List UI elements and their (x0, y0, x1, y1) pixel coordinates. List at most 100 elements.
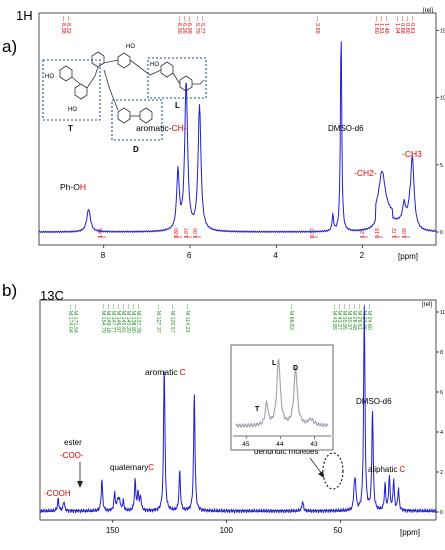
panel-b-letter: b) (2, 281, 17, 300)
aromatic-c-label: aromatic C (145, 367, 186, 377)
structure-label-t: T (68, 124, 73, 133)
inset-x-tick-label: 45 (242, 441, 250, 448)
dmso-label-a: DMSO-d6 (328, 124, 364, 133)
peak-pick-label: — M 28.48 (351, 304, 357, 330)
integral-label: 1.72 (392, 228, 398, 238)
panel-a-x-unit: [ppm] (398, 252, 418, 261)
peak-pick-label: — 0.61 (409, 16, 415, 34)
y-tick-label: 6 (440, 390, 443, 396)
panel-a: a) 1H [rel] 0 5 10 15 8 6 4 2 [ppm] — 8.38— 8.… (2, 8, 445, 261)
peak-pick-label: — M 127.37 (155, 304, 161, 333)
integral-label: 1.21 (360, 228, 366, 238)
panel-b-y-axis: 0 2 4 6 8 10 (436, 310, 445, 516)
aromatic-ch-label: aromatic-CH- (136, 123, 187, 133)
panel-b-x-axis: 150 100 50 (106, 520, 343, 535)
peak-pick-label: — 5.79 (194, 16, 200, 34)
ester-arrow-head (77, 481, 83, 488)
peak-pick-label: — M 30.37 (346, 304, 352, 330)
integral-label: 3.80 (174, 228, 180, 238)
integral-label: 0.37 (310, 228, 316, 238)
panel-a-nucleus: 1H (16, 8, 33, 23)
y-tick-label: 2 (440, 470, 443, 476)
peak-pick-label: — 1.48 (383, 16, 389, 34)
panel-a-frame (38, 12, 437, 246)
peak-pick-label: — 8.38 (60, 16, 66, 34)
ch3-label: -CH3 (402, 149, 422, 159)
peak-pick-label: — M 43.85 (331, 304, 337, 330)
quaternary-c-label: quaternaryC (110, 463, 154, 472)
structure-box-d (111, 99, 163, 141)
peak-pick-label: — 0.80 (404, 16, 410, 34)
peak-pick-label: — M 66.62 (288, 304, 294, 330)
peak-pick-label: — 1.60 (373, 16, 379, 34)
panel-b-nucleus: 13C (40, 288, 64, 303)
panel-a-x-axis: 8 6 4 2 (101, 245, 365, 260)
structure-label-l: L (175, 101, 180, 110)
peak-pick-label: — 0.88 (399, 16, 405, 34)
panel-a-peak-picks: — 8.38— 8.32 — 6.30— 6.26— 6.09— 5.79— 5.… (60, 16, 415, 34)
inset-x-axis: 45 44 43 (233, 435, 331, 448)
integral-label: 1.97 (184, 228, 190, 238)
dendridic-arrow (309, 457, 323, 475)
x-tick-label: 150 (106, 526, 120, 535)
y-tick-label: 5 (440, 163, 443, 169)
dendrimer-structure: HO HO HO HO T D L (42, 44, 207, 154)
inset-frame (230, 344, 334, 451)
peak-pick-label: — M 147.77 (110, 304, 116, 333)
peak-pick-label: — M 120.57 (169, 304, 175, 333)
y-tick-label: 15 (440, 28, 445, 34)
structure-box-l (147, 57, 207, 99)
dendridic-arrow-head (318, 471, 324, 478)
peak-pick-label: — M 140.20 (125, 304, 131, 333)
panel-a-integrals: 1.45 3.80 1.97 1.00 0.37 1.21 0.15 1.72 1.09 (98, 228, 410, 238)
peak-pick-label: — M 138.90 (130, 304, 136, 333)
svg-text:HO: HO (126, 44, 135, 50)
inset-x-tick-label: 44 (276, 441, 284, 448)
structure-label-d: D (133, 145, 139, 154)
y-tick-label: 0 (440, 230, 443, 236)
integral-label: 1.45 (98, 228, 104, 238)
y-tick-label: 0 (440, 510, 443, 516)
dendridic-label: dendridic moieties (254, 447, 318, 456)
cooh-label: -COOH (44, 489, 71, 498)
peak-pick-label: — 5.77 (199, 16, 205, 34)
y-tick-label: 4 (440, 430, 443, 436)
inset-x-tick-label: 43 (310, 441, 318, 448)
inset-peak-t: T (255, 406, 260, 413)
panel-b-frame (39, 299, 437, 521)
peak-pick-label: — 1.04 (394, 16, 400, 34)
inset-spectrum-line (235, 358, 329, 429)
panel-a-corner-unit: [rel] (423, 8, 433, 14)
panel-b-x-unit: [ppm] (400, 528, 420, 537)
integral-label: 0.15 (375, 228, 381, 238)
panel-b-peak-picks: — M 174.04— M 171.54 — M 154.79— M 149.18… (67, 304, 372, 333)
peak-pick-label: — M 145.41 (120, 304, 126, 333)
peak-pick-label: — M 114.23 (184, 304, 190, 333)
x-tick-label: 4 (273, 251, 278, 260)
peak-pick-label: — M 43.37 (336, 304, 342, 330)
panel-b-corner-unit: [rel] (422, 302, 432, 308)
peak-pick-label: — M 35.95 (341, 304, 347, 330)
peak-pick-label: — M 26.61 (356, 304, 362, 330)
peak-pick-label: — 8.32 (65, 16, 71, 34)
integral-label: 1.09 (402, 228, 408, 238)
panel-a-spectrum-line (38, 41, 437, 233)
x-tick-label: 2 (360, 251, 365, 260)
peak-pick-label: — 2.69 (314, 16, 320, 34)
peak-pick-label: — M 171.54 (72, 304, 78, 333)
peak-pick-label: — 6.30 (176, 16, 182, 34)
x-tick-label: 50 (333, 526, 342, 535)
ph-oh-label: Ph-OH (60, 182, 86, 192)
svg-text:HO: HO (45, 74, 54, 80)
y-tick-label: 8 (440, 350, 443, 356)
dmso-label-b: DMSO-d6 (356, 397, 392, 406)
integral-label: 1.00 (193, 228, 199, 238)
peak-pick-label: — M 24.60 (366, 304, 372, 330)
structure-box-t (42, 59, 101, 121)
inset-peak-l: L (272, 360, 277, 367)
panel-a-y-axis: 0 5 10 15 (436, 28, 445, 236)
x-tick-label: 8 (101, 251, 106, 260)
ch2-label: -CH2- (354, 168, 377, 178)
x-tick-label: 100 (220, 526, 234, 535)
